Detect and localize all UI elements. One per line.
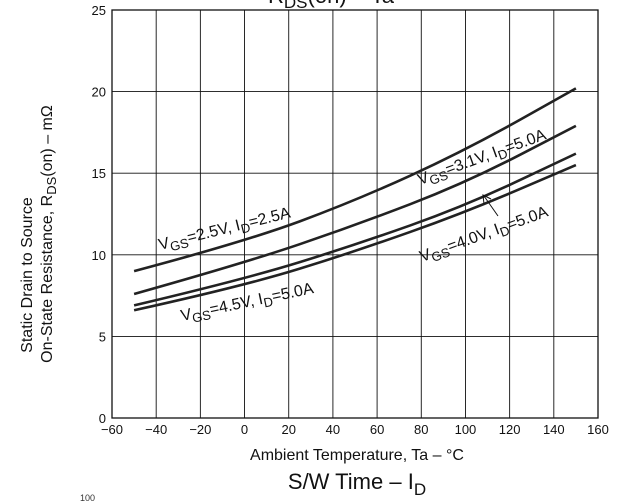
annotation-arrowhead	[482, 194, 492, 205]
series-line-3	[133, 152, 577, 307]
y-tick-labels: 0 5 10 15 20 25	[92, 3, 106, 426]
series-group	[133, 87, 577, 312]
x-tick-label: −60	[101, 422, 123, 437]
label-vgs-4p0: VGS=4.0V, ID=5.0A	[418, 203, 552, 268]
y-tick-label: 25	[92, 3, 106, 18]
x-tick-label: 120	[499, 422, 521, 437]
label-vgs-3p1: VGS=3.1V, ID=5.0A	[416, 126, 550, 191]
chart-title: RDS(on) – Ta	[268, 0, 395, 12]
x-tick-label: 100	[455, 422, 477, 437]
x-tick-labels: −60 −40 −20 0 20 40 60 80 100 120 140 160	[101, 422, 609, 437]
plot-frame	[111, 9, 599, 419]
x-axis-title: Ambient Temperature, Ta – °C	[250, 447, 464, 464]
annotation-arrow	[483, 195, 499, 217]
x-tick-label: −20	[189, 422, 211, 437]
y-tick-label: 15	[92, 166, 106, 181]
next-chart-axis-fragment: 100	[80, 493, 95, 501]
x-tick-label: 160	[587, 422, 609, 437]
next-chart-title: S/W Time – ID	[288, 469, 426, 499]
x-tick-label: 0	[241, 422, 248, 437]
x-tick-label: 140	[543, 422, 565, 437]
x-tick-label: 20	[281, 422, 295, 437]
y-axis-title-line2: On-State Resistance, RDS(on) – mΩ	[39, 105, 59, 363]
x-tick-label: −40	[145, 422, 167, 437]
series-line-2	[133, 124, 577, 296]
y-tick-label: 20	[92, 85, 106, 100]
x-tick-label: 80	[414, 422, 428, 437]
label-vgs-4p5: VGS=4.5V, ID=5.0A	[179, 280, 316, 328]
y-axis-title-line1: Static Drain to Source	[19, 197, 36, 353]
series-line-1	[133, 87, 577, 273]
series-line-4	[133, 163, 577, 312]
x-tick-label: 60	[370, 422, 384, 437]
x-tick-label: 40	[326, 422, 340, 437]
y-tick-label: 5	[99, 329, 106, 344]
y-tick-label: 0	[99, 411, 106, 426]
y-tick-label: 10	[92, 248, 106, 263]
